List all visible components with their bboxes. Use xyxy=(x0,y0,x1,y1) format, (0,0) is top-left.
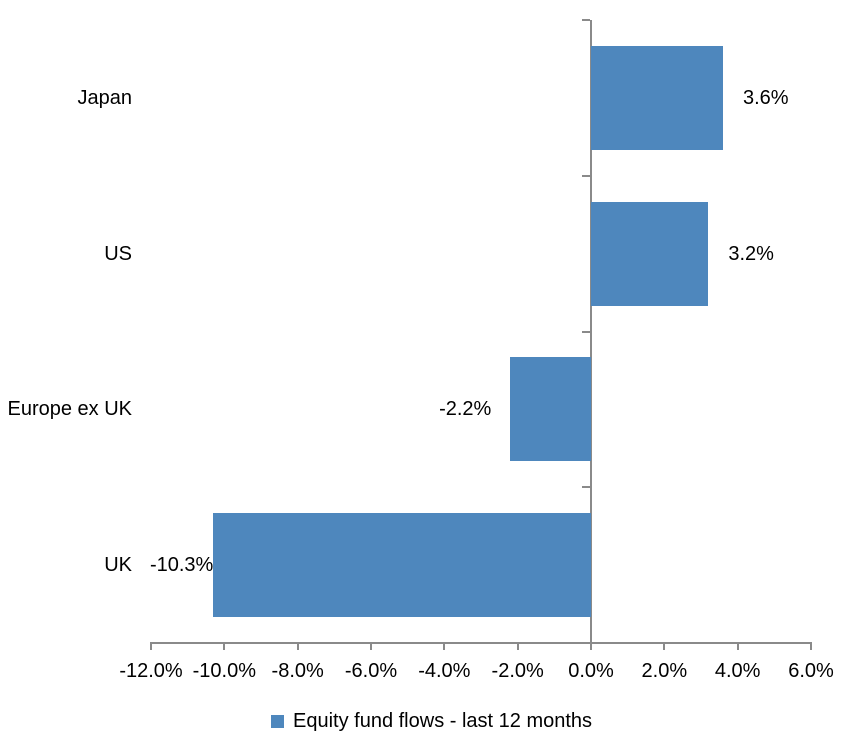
value-axis-tick xyxy=(516,643,519,650)
x-tick-label-7: 2.0% xyxy=(641,660,688,682)
value-axis-tick xyxy=(223,643,226,650)
bar-uk xyxy=(213,513,591,618)
bar-us xyxy=(591,201,709,306)
x-tick-label-5: -2.0% xyxy=(491,660,544,682)
value-axis-tick xyxy=(590,643,592,650)
x-tick-label-6: 0.0% xyxy=(568,660,614,682)
data-label-us: 3.2% xyxy=(728,242,774,265)
value-axis-tick xyxy=(443,643,446,650)
legend-swatch-icon xyxy=(271,714,284,728)
value-axis-tick xyxy=(296,643,299,650)
x-tick-label-4: -4.0% xyxy=(418,660,471,682)
bar-japan xyxy=(591,45,723,150)
value-axis-tick xyxy=(663,643,666,650)
x-tick-label-9: 6.0% xyxy=(788,660,834,682)
value-axis-tick xyxy=(810,643,812,650)
x-axis-line xyxy=(150,642,812,644)
data-label-europe-ex-uk: -2.2% xyxy=(439,398,492,421)
category-label-uk: UK xyxy=(104,554,132,577)
category-axis-tick xyxy=(582,174,590,177)
category-axis-tick xyxy=(582,19,590,21)
value-zero-axis-line xyxy=(590,20,592,650)
x-tick-label-8: 4.0% xyxy=(714,660,761,682)
data-label-uk: -10.3% xyxy=(149,554,214,577)
x-tick-label-2: -8.0% xyxy=(271,660,324,682)
category-axis-tick xyxy=(582,486,590,489)
legend-label: Equity fund flows - last 12 months xyxy=(293,710,593,732)
category-axis-tick xyxy=(582,330,590,333)
x-tick-label-0: -12.0% xyxy=(119,660,183,682)
category-label-europe-ex-uk: Europe ex UK xyxy=(7,398,132,421)
category-label-japan: Japan xyxy=(77,86,133,109)
category-label-us: US xyxy=(104,242,132,265)
value-axis-tick xyxy=(370,643,372,650)
x-tick-label-1: -10.0% xyxy=(192,660,257,682)
legend: Equity fund flows - last 12 months xyxy=(271,708,592,734)
value-axis-tick xyxy=(150,643,152,650)
value-axis-tick xyxy=(736,643,739,650)
bar-europe-ex-uk xyxy=(510,357,591,462)
data-label-japan: 3.6% xyxy=(743,86,789,109)
x-tick-label-3: -6.0% xyxy=(344,660,398,682)
